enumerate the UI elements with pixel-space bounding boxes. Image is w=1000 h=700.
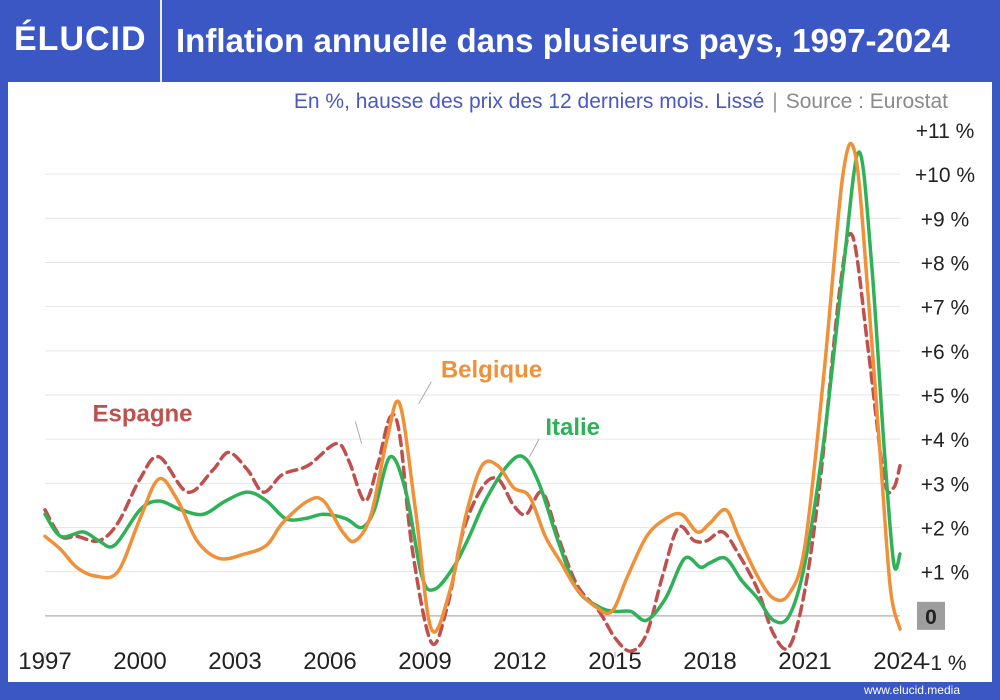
- y-tick-label: +11 %: [916, 120, 975, 143]
- series-label-italie: Italie: [545, 414, 600, 441]
- chart-panel: [8, 82, 992, 682]
- chart-title: Inflation annuelle dans plusieurs pays, …: [176, 22, 950, 59]
- series-line-belgique: [43, 141, 902, 634]
- x-tick-label: 2009: [398, 648, 451, 675]
- x-tick-label: 2024: [873, 648, 926, 675]
- header-bar: ÉLUCID Inflation annuelle dans plusieurs…: [0, 0, 1000, 82]
- x-tick-label: 2003: [208, 648, 261, 675]
- y-tick-label: +6 %: [921, 341, 969, 364]
- y-tick-label: +10 %: [915, 164, 975, 187]
- chart-subtitle: En %, hausse des prix des 12 derniers mo…: [294, 90, 948, 114]
- series-line-italie: [43, 150, 902, 625]
- x-tick-label: 2012: [493, 648, 546, 675]
- subtitle-separator: |: [772, 90, 778, 113]
- footer-url: www.elucid.media: [863, 683, 960, 697]
- header-divider: [160, 0, 162, 82]
- x-tick-label: 2006: [303, 648, 356, 675]
- y-tick-label: +7 %: [921, 297, 969, 320]
- y-tick-label: +4 %: [921, 429, 969, 452]
- x-tick-label: 1997: [18, 648, 71, 675]
- x-tick-label: 2021: [778, 648, 831, 675]
- y-tick-label: +8 %: [921, 253, 969, 276]
- label-leader: [418, 381, 432, 405]
- brand-logo: ÉLUCID: [14, 20, 147, 58]
- x-tick-label: 2000: [113, 648, 166, 675]
- label-leader: [354, 421, 363, 444]
- y-tick-label: +1 %: [921, 562, 969, 585]
- series-label-espagne: Espagne: [93, 401, 193, 428]
- series-line-espagne: [43, 232, 902, 653]
- y-tick-label: +3 %: [921, 473, 969, 496]
- y-tick-label: -1 %: [923, 652, 966, 675]
- y-tick-label: +5 %: [921, 385, 969, 408]
- label-leader: [529, 438, 540, 458]
- y-tick-label: +2 %: [921, 518, 969, 541]
- series-label-belgique: Belgique: [441, 356, 542, 383]
- source-label: Source : Eurostat: [785, 90, 948, 113]
- subtitle-text: En %, hausse des prix des 12 derniers mo…: [293, 90, 765, 113]
- y-tick-label: +9 %: [921, 208, 969, 231]
- zero-badge: [917, 601, 945, 630]
- y-tick-label: 0: [925, 606, 937, 629]
- x-tick-label: 2018: [683, 648, 736, 675]
